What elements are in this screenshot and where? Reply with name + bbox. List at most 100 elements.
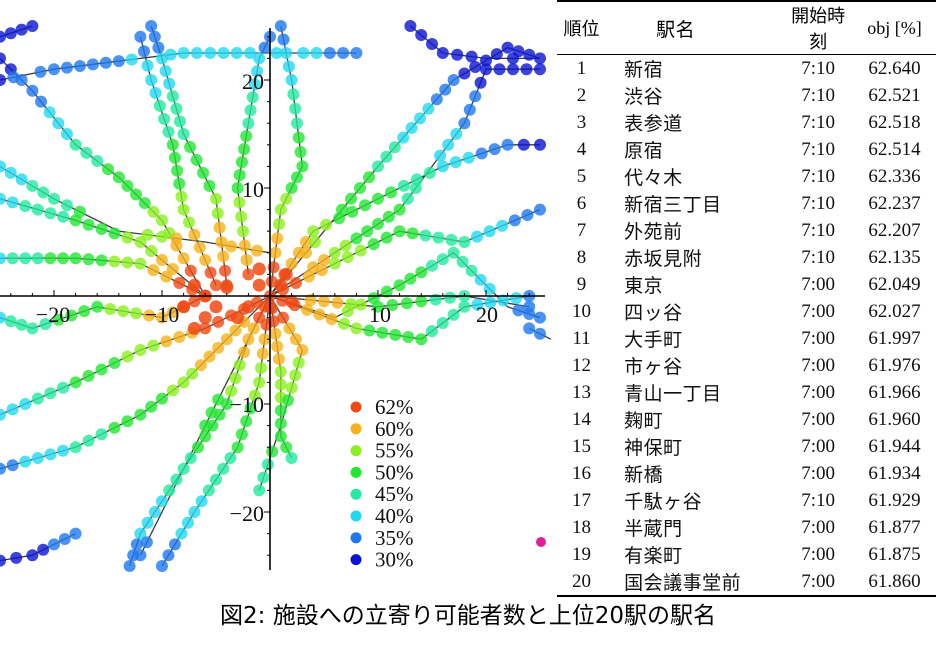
station-dot [108, 227, 121, 240]
station-dot [313, 308, 326, 321]
cell-rank: 13 [572, 381, 592, 403]
station-dot [307, 225, 320, 238]
railway-route [150, 25, 228, 286]
station-dot [229, 324, 242, 337]
station-dot [251, 244, 264, 257]
station-dot [121, 256, 134, 269]
station-dot [415, 295, 428, 308]
station-dot [173, 277, 186, 290]
station-dot [203, 179, 216, 192]
station-dot [69, 441, 82, 454]
station-dot [415, 333, 428, 346]
station-dot [269, 246, 282, 259]
station-dot [280, 47, 293, 59]
station-dot [102, 163, 114, 176]
station-dot [246, 91, 259, 104]
station-dot [212, 315, 225, 328]
station-dot [372, 218, 384, 230]
station-dot [148, 506, 161, 518]
table-row: 18 半蔵門 7:00 61.877 [557, 514, 936, 541]
table-row: 1 新宿 7:10 62.640 [557, 55, 936, 83]
station-dot [134, 527, 147, 540]
table-row: 6 新宿三丁目 7:10 62.237 [557, 190, 936, 217]
station-dot [69, 376, 82, 389]
station-dot [15, 23, 28, 36]
station-dot [389, 328, 402, 341]
station-dot [276, 294, 289, 307]
cell-station-name: 青山一丁目 [624, 383, 722, 405]
station-dot [240, 130, 253, 143]
station-dot [350, 322, 363, 335]
station-dot [69, 138, 82, 151]
station-dot [523, 48, 536, 61]
station-dot [304, 294, 317, 307]
station-dot [99, 56, 112, 69]
station-dot [147, 264, 160, 277]
station-dot [145, 400, 158, 413]
station-dot [215, 236, 228, 248]
station-dot [248, 78, 261, 91]
station-dot [138, 197, 151, 210]
station-dot [300, 246, 312, 259]
station-dot [271, 340, 284, 353]
station-dot [69, 252, 82, 265]
cell-station-name: 麹町 [624, 410, 664, 432]
station-dot [400, 297, 413, 310]
station-dot [372, 192, 384, 205]
station-dot [194, 359, 207, 372]
x-tick-label: −20 [36, 302, 70, 327]
axes [0, 28, 545, 570]
cell-objective: 61.877 [868, 516, 921, 538]
station-dot [363, 324, 376, 337]
station-dot [188, 506, 201, 518]
station-dot [534, 138, 546, 151]
station-dot [430, 93, 443, 106]
station-dot [37, 543, 50, 556]
y-tick-label: −10 [230, 392, 264, 417]
station-dot [277, 33, 290, 46]
station-dot [217, 462, 230, 475]
station-dot [474, 273, 487, 286]
station-dot [337, 47, 350, 59]
station-dot [147, 339, 160, 352]
station-dot [463, 103, 476, 116]
cell-rank: 19 [572, 543, 592, 565]
station-dot [361, 225, 374, 238]
station-dot [292, 131, 305, 144]
station-dot [345, 192, 357, 205]
station-dot [404, 272, 417, 285]
table-row: 5 代々木 7:10 62.336 [557, 163, 936, 190]
station-dot [52, 313, 65, 326]
table-row: 8 赤坂見附 7:10 62.135 [557, 244, 936, 271]
station-dot [212, 393, 225, 406]
legend-label: 45% [375, 482, 414, 506]
station-dot [253, 52, 266, 65]
station-dot [363, 171, 375, 184]
station-dot [252, 262, 266, 276]
cell-objective: 62.027 [868, 300, 921, 322]
station-dot [231, 182, 244, 194]
station-dot [289, 333, 302, 346]
station-dot [291, 171, 303, 184]
station-dot [160, 335, 173, 348]
station-dot [205, 406, 218, 419]
station-dot [31, 252, 44, 265]
station-dot [474, 76, 487, 89]
station-dot [6, 252, 19, 265]
station-dot [380, 285, 393, 298]
station-dot [177, 376, 190, 389]
station-dot [393, 203, 406, 216]
station-dot [204, 266, 217, 279]
station-dot [426, 325, 438, 338]
station-dot [432, 231, 445, 244]
station-dot [166, 263, 179, 275]
station-dot [274, 378, 287, 391]
cell-start-time: 7:00 [801, 462, 836, 484]
station-dots [0, 20, 546, 572]
station-dot [6, 196, 19, 209]
station-dot [153, 99, 166, 112]
station-dot [237, 225, 249, 238]
legend-label: 30% [375, 548, 414, 572]
station-dot [78, 305, 91, 318]
table-row: 17 千駄ヶ谷 7:10 61.929 [557, 487, 936, 514]
